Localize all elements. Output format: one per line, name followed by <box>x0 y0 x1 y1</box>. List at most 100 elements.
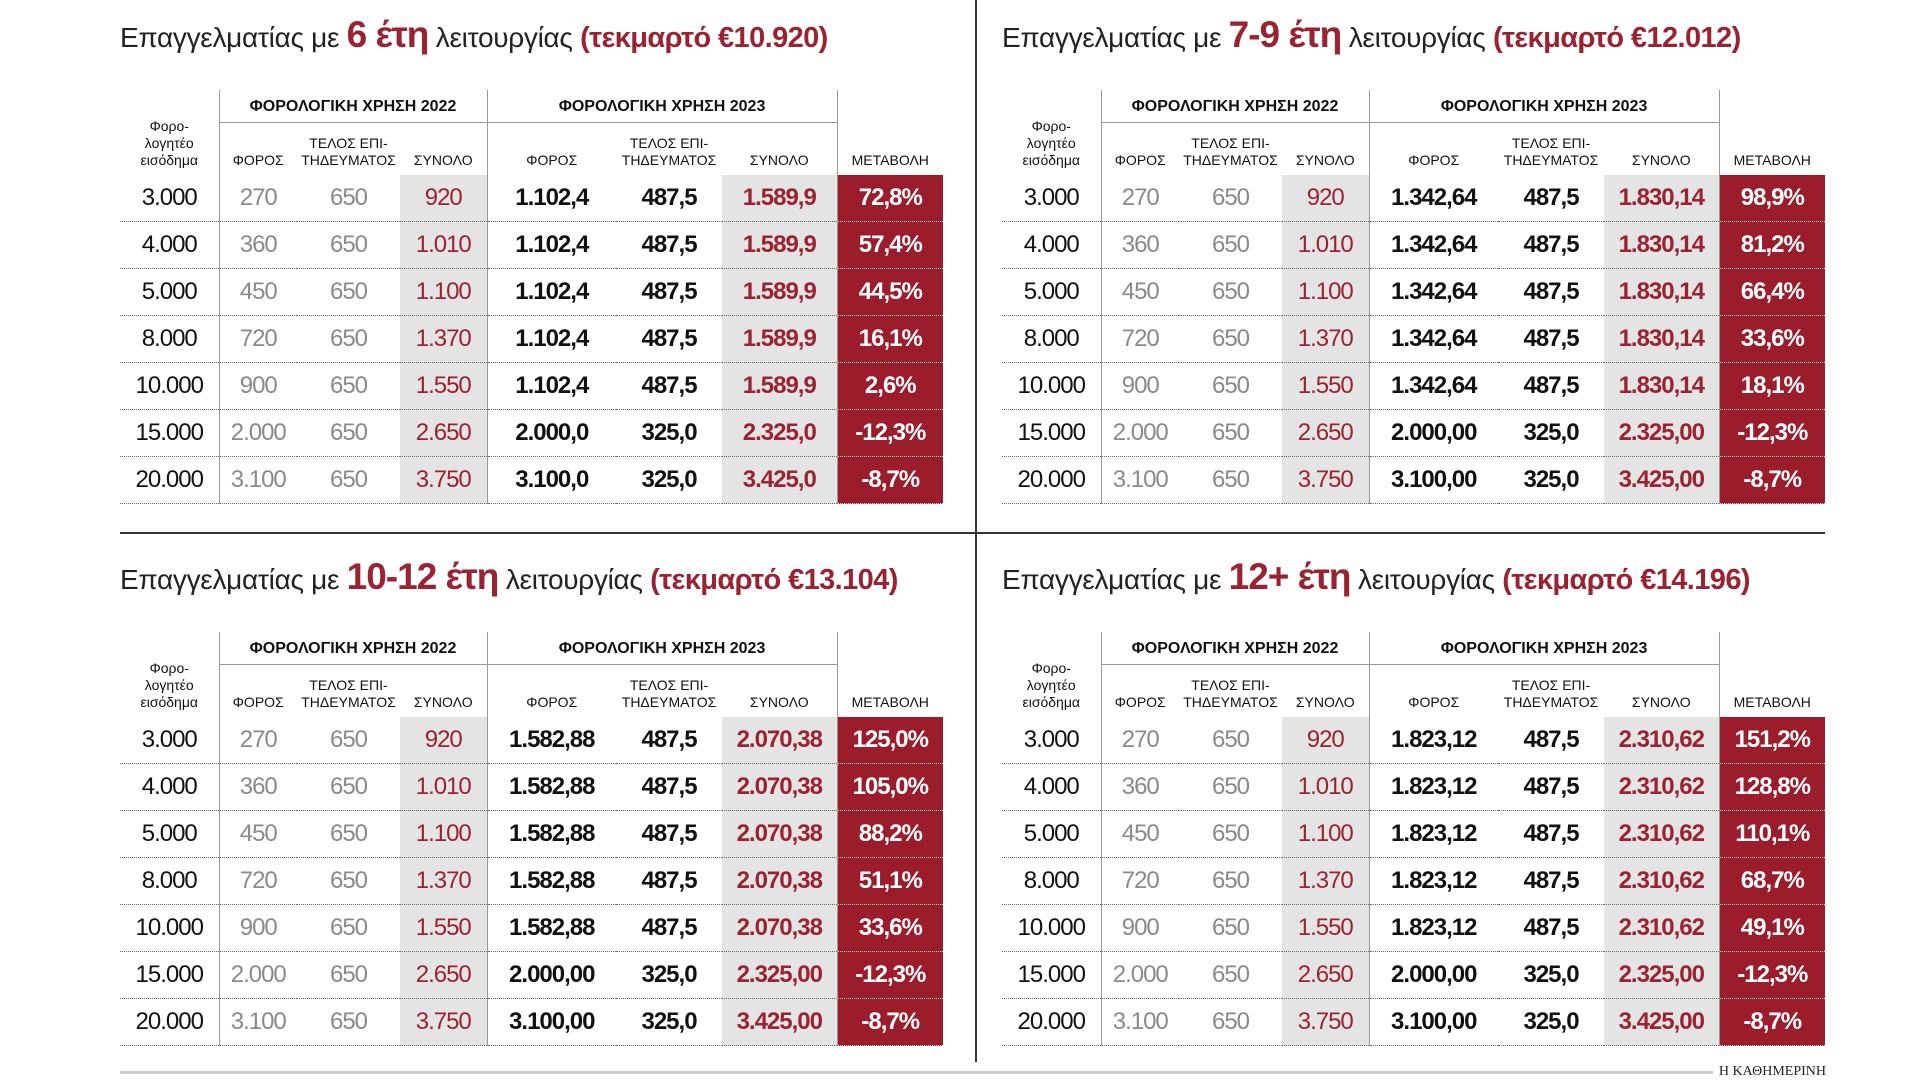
cell: 720 <box>218 315 297 363</box>
title-years: 10-12 έτη <box>346 556 500 597</box>
cell: 1.823,12 <box>1368 857 1499 905</box>
fee-header: ΤΕΛΟΣ ΕΠΙ- ΤΗΔΕΥΜΑΤΟΣ <box>1503 135 1599 168</box>
table-panel: Επαγγελματίας με 6 έτη λειτουργίας (τεκμ… <box>120 14 944 504</box>
cell: -12,3% <box>1718 409 1826 457</box>
data-row: 4.000 360 650 1.010 1.342,64 487,5 1.830,14 81,… <box>1002 221 1826 269</box>
cell: 3.425,0 <box>722 456 838 504</box>
cell: 1.550 <box>1282 362 1370 410</box>
cell: 650 <box>1179 315 1282 363</box>
cell: 487,5 <box>616 221 723 269</box>
cell: 15.000 <box>1002 409 1101 457</box>
cell: 66,4% <box>1718 268 1826 316</box>
cell: 650 <box>1179 717 1282 764</box>
data-row: 10.000 900 650 1.550 1.582,88 487,5 2.070,38 33… <box>120 904 944 952</box>
cell: 5.000 <box>1002 810 1101 858</box>
cell: 8.000 <box>1002 857 1101 905</box>
cell: 20.000 <box>120 998 219 1046</box>
data-row: 10.000 900 650 1.550 1.823,12 487,5 2.310,62 49… <box>1002 904 1826 952</box>
cell: 2.325,00 <box>1604 409 1720 457</box>
cell: -8,7% <box>836 998 944 1046</box>
fee-header: ΤΕΛΟΣ ΕΠΙ- ΤΗΔΕΥΜΑΤΟΣ <box>301 677 396 710</box>
title-prefix: Επαγγελματίας με <box>1002 22 1222 53</box>
cell: 2.000,00 <box>1368 951 1499 999</box>
cell: 18,1% <box>1718 362 1826 410</box>
cell: 270 <box>1100 717 1179 764</box>
cell: 1.589,9 <box>722 315 838 363</box>
cell: 3.750 <box>400 456 488 504</box>
data-table: Φορο- λογητέο εισόδημα ΦΟΡΟΛΟΓΙΚΗ ΧΡΗΣΗ 2… <box>1002 632 1826 1046</box>
total-header: ΣΥΝΟΛΟ <box>749 152 809 168</box>
data-row: 8.000 720 650 1.370 1.823,12 487,5 2.310,62 68,… <box>1002 857 1826 905</box>
cell: 720 <box>218 857 297 905</box>
cell: 650 <box>1179 175 1282 222</box>
cell: 3.425,00 <box>1604 998 1720 1046</box>
cell: -8,7% <box>1718 456 1826 504</box>
title-presumed: (τεκμαρτό €14.196) <box>1502 564 1750 596</box>
data-row: 15.000 2.000 650 2.650 2.000,00 325,0 2.325,00… <box>1002 951 1826 999</box>
cell: 1.582,88 <box>486 857 617 905</box>
header-row: Φορο- λογητέο εισόδημα ΦΟΡΟΛΟΓΙΚΗ ΧΡΗΣΗ 2… <box>1002 90 1826 175</box>
title-years: 6 έτη <box>346 14 430 55</box>
cell: 33,6% <box>836 904 944 952</box>
cell: 920 <box>1282 175 1370 222</box>
cell: 2.325,00 <box>722 951 838 999</box>
cell: 650 <box>1179 857 1282 905</box>
cell: 128,8% <box>1718 763 1826 811</box>
cell: 1.100 <box>400 268 488 316</box>
subheader-row: ΦΟΡΟΣ ΤΕΛΟΣ ΕΠΙ- ΤΗΔΕΥΜΑΤΟΣ ΣΥΝΟΛΟ ΦΟΡΟΣ ΤΕΛ… <box>1002 122 1825 175</box>
cell: 2.070,38 <box>722 763 838 811</box>
cell: 360 <box>218 763 297 811</box>
income-header: Φορο- λογητέο εισόδημα <box>140 118 199 168</box>
cell: 1.102,4 <box>486 175 617 222</box>
cell: 1.102,4 <box>486 315 617 363</box>
cell: 1.550 <box>1282 904 1370 952</box>
cell: 1.582,88 <box>486 763 617 811</box>
title-suffix: λειτουργίας <box>435 22 573 53</box>
cell: 2.000,00 <box>486 951 617 999</box>
total-header: ΣΥΝΟΛΟ <box>413 694 473 710</box>
panel-title: Επαγγελματίας με 7-9 έτη λειτουργίας (τε… <box>1002 14 1825 56</box>
header-row: Φορο- λογητέο εισόδημα ΦΟΡΟΛΟΓΙΚΗ ΧΡΗΣΗ 2… <box>120 90 944 175</box>
cell: 650 <box>297 904 400 952</box>
cell: 4.000 <box>1002 763 1101 811</box>
cell: 49,1% <box>1718 904 1826 952</box>
cell: 1.582,88 <box>486 904 617 952</box>
cell: -12,3% <box>836 951 944 999</box>
subheader-row: ΦΟΡΟΣ ΤΕΛΟΣ ΕΠΙ- ΤΗΔΕΥΜΑΤΟΣ ΣΥΝΟΛΟ ΦΟΡΟΣ ΤΕΛ… <box>120 664 943 717</box>
cell: 1.550 <box>400 362 488 410</box>
cell: 3.100,00 <box>1368 456 1499 504</box>
cell: 1.342,64 <box>1368 175 1499 222</box>
title-suffix: λειτουργίας <box>505 564 643 595</box>
cell: 2.000,0 <box>486 409 617 457</box>
cell: 2.650 <box>1282 951 1370 999</box>
cell: 1.370 <box>400 315 488 363</box>
cell: 360 <box>1100 221 1179 269</box>
year-2023-header: ΦΟΡΟΛΟΓΙΚΗ ΧΡΗΣΗ 2023 <box>486 90 838 123</box>
data-row: 3.000 270 650 920 1.342,64 487,5 1.830,14 98,9% <box>1002 175 1826 222</box>
tax-header: ΦΟΡΟΣ <box>486 122 617 175</box>
cell: 105,0% <box>836 763 944 811</box>
cell: 20.000 <box>1002 998 1101 1046</box>
cell: 3.100 <box>218 456 297 504</box>
cell: 10.000 <box>120 362 219 410</box>
year-2023-header: ΦΟΡΟΛΟΓΙΚΗ ΧΡΗΣΗ 2023 <box>1368 90 1720 123</box>
fee-header: ΤΕΛΟΣ ΕΠΙ- ΤΗΔΕΥΜΑΤΟΣ <box>621 677 717 710</box>
cell: 487,5 <box>1498 315 1605 363</box>
cell: 360 <box>218 221 297 269</box>
cell: 1.589,9 <box>722 221 838 269</box>
cell: 2.310,62 <box>1604 763 1720 811</box>
cell: 650 <box>297 315 400 363</box>
cell: 360 <box>1100 763 1179 811</box>
cell: 1.582,88 <box>486 810 617 858</box>
cell: 2.070,38 <box>722 904 838 952</box>
cell: 487,5 <box>616 904 723 952</box>
income-header: Φορο- λογητέο εισόδημα <box>1022 660 1081 710</box>
panel-title: Επαγγελματίας με 12+ έτη λειτουργίας (τε… <box>1002 556 1825 598</box>
fee-header: ΤΕΛΟΣ ΕΠΙ- ΤΗΔΕΥΜΑΤΟΣ <box>1183 677 1278 710</box>
cell: 487,5 <box>1498 857 1605 905</box>
cell: 650 <box>297 857 400 905</box>
cell: 650 <box>297 951 400 999</box>
cell: 325,0 <box>616 409 723 457</box>
cell: 325,0 <box>616 456 723 504</box>
data-row: 8.000 720 650 1.370 1.102,4 487,5 1.589,9 16,1% <box>120 315 944 363</box>
